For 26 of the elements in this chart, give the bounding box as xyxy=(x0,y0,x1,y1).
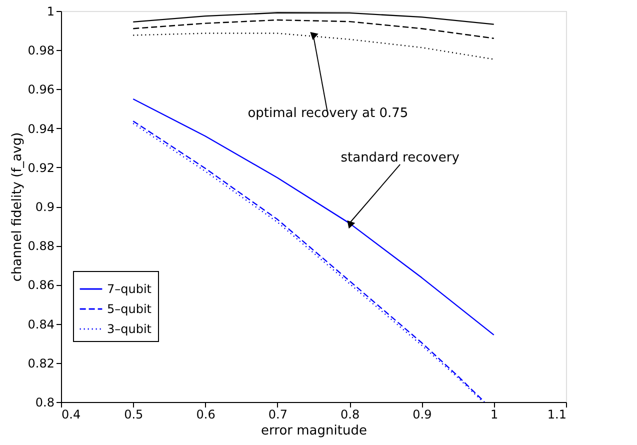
x-tick-label: 0.5 xyxy=(124,408,144,422)
annotation: optimal recovery at 0.75 xyxy=(248,106,408,121)
x-tick-label: 0.9 xyxy=(412,408,432,422)
x-tick-label: 0.8 xyxy=(340,408,360,422)
x-axis-title: error magnitude xyxy=(261,424,367,438)
y-tick-label: 0.92 xyxy=(28,160,54,175)
y-tick-label: 0.84 xyxy=(28,317,54,332)
y-tick-label: 1 xyxy=(46,4,54,18)
y-axis-title: channel fidelity (f_avg) xyxy=(10,132,25,282)
x-tick-label: 1 xyxy=(490,408,498,422)
y-tick-label: 0.9 xyxy=(35,200,54,214)
y-tick-label: 0.8 xyxy=(35,396,54,410)
x-tick-label: 0.6 xyxy=(196,408,216,422)
y-tick-label: 0.82 xyxy=(28,356,54,370)
x-tick-label: 0.4 xyxy=(62,408,81,422)
y-tick-label: 0.98 xyxy=(28,44,54,58)
legend-label: 5–qubit xyxy=(107,302,152,316)
y-tick-label: 0.88 xyxy=(28,239,54,254)
x-tick-label: 0.7 xyxy=(268,408,288,422)
legend-label: 7–qubit xyxy=(107,282,152,296)
x-tick-label: 1.1 xyxy=(547,408,566,422)
legend-label: 3–qubit xyxy=(107,322,152,336)
annotation: standard recovery xyxy=(340,150,460,166)
y-tick-label: 0.86 xyxy=(28,278,54,292)
y-tick-label: 0.96 xyxy=(28,82,54,97)
y-tick-label: 0.94 xyxy=(28,122,54,136)
